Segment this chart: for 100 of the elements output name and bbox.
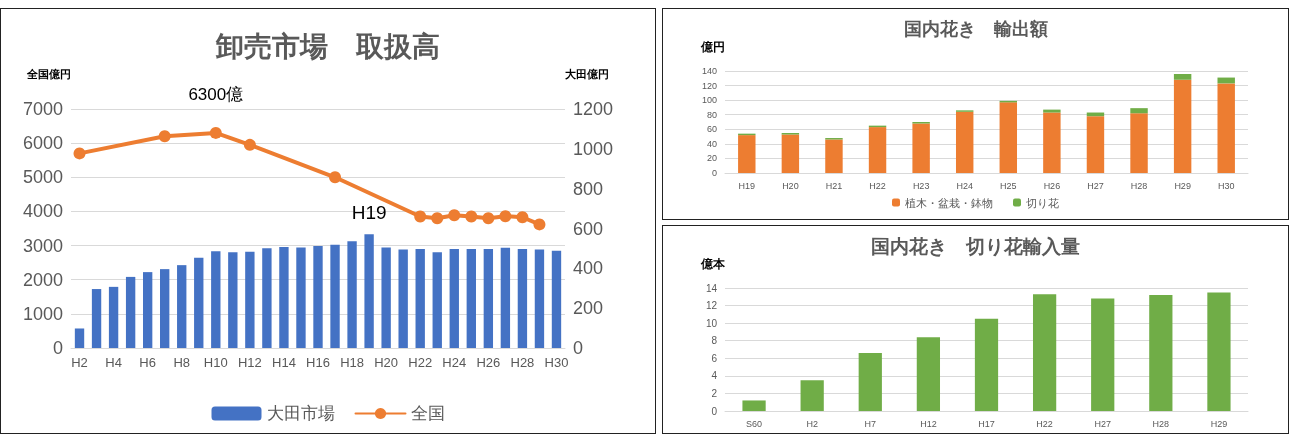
y-tick-label: 0: [711, 168, 717, 178]
bar: [1091, 298, 1115, 411]
bar: [364, 234, 374, 348]
annotation: 6300億: [188, 85, 244, 105]
y2-tick-label: 1000: [573, 138, 614, 159]
bar: [313, 246, 323, 348]
y-tick-label: 4: [711, 370, 718, 382]
bar: [738, 135, 756, 173]
y-tick-label: 0: [711, 405, 718, 417]
point: [73, 147, 86, 160]
x-tick-label: H27: [1087, 180, 1104, 191]
y-tick-label: 20: [706, 153, 717, 164]
x-tick-label: H17: [978, 418, 995, 429]
point: [533, 218, 546, 231]
bar: [160, 269, 170, 348]
bar: [999, 102, 1018, 173]
y-tick-label: 10: [705, 317, 718, 329]
bar: [534, 249, 545, 348]
x-tick-label: H28: [1130, 180, 1148, 191]
bar: [1149, 295, 1173, 411]
y2-tick-label: 1200: [573, 99, 614, 119]
x-tick-label: H14: [272, 355, 296, 370]
point: [243, 138, 256, 151]
y-tick-label: 6000: [22, 133, 63, 154]
x-tick-label: H23: [912, 180, 930, 191]
bar: [330, 244, 340, 348]
x-tick-label: H26: [1043, 180, 1061, 191]
x-tick-label: H20: [374, 355, 399, 370]
y2-tick-label: 600: [573, 218, 604, 239]
y-tick-label: 8: [711, 335, 718, 347]
bar: [1043, 112, 1061, 173]
chart-title: 国内花き 輸出額: [903, 19, 1048, 39]
y-tick-label: 3000: [22, 235, 63, 256]
point: [499, 210, 512, 223]
x-tick-label: H30: [1217, 180, 1235, 191]
bar: [1130, 108, 1148, 114]
bar: [1173, 73, 1192, 80]
y-tick-label: 0: [52, 338, 63, 358]
y-tick-label: 2: [711, 387, 718, 399]
bar: [483, 249, 494, 348]
x-tick-label: H28: [510, 355, 535, 370]
point: [209, 126, 222, 139]
bar: [1086, 116, 1105, 173]
legend-label: 大田市場: [266, 404, 335, 423]
chart-title: 国内花き 切り花輸入量: [871, 236, 1080, 257]
x-tick-label: H7: [864, 418, 877, 429]
x-tick-label: H30: [544, 355, 569, 370]
bar: [500, 247, 511, 348]
x-tick-label: H2: [71, 355, 88, 370]
y-tick-label: 120: [701, 80, 717, 91]
point: [414, 210, 427, 223]
y2-tick-label: 800: [573, 178, 604, 199]
y-tick-label: 4000: [22, 201, 63, 222]
bar: [916, 337, 941, 411]
point: [158, 130, 171, 143]
y2-tick-label: 0: [573, 338, 584, 358]
y-tick-label: 14: [705, 282, 718, 294]
bar: [868, 127, 887, 173]
bar: [517, 249, 528, 348]
bar: [742, 400, 766, 411]
bar: [398, 249, 408, 348]
bar: [347, 241, 357, 348]
x-tick-label: H22: [408, 355, 433, 370]
x-tick-label: H12: [920, 418, 937, 429]
point: [465, 210, 478, 223]
y-tick-label: 100: [701, 95, 717, 106]
x-tick-label: H6: [139, 355, 156, 370]
bar: [825, 139, 843, 173]
legend-label: 切り花: [1026, 196, 1059, 209]
bar: [296, 247, 306, 348]
point: [516, 211, 529, 224]
y-tick-label: 1000: [22, 303, 63, 324]
bar: [1032, 294, 1057, 411]
x-tick-label: H24: [956, 180, 973, 191]
x-tick-label: H8: [173, 355, 191, 370]
y-tick-label: 2000: [22, 269, 63, 290]
legend-label: 全国: [410, 404, 445, 423]
bar: [142, 272, 153, 348]
bar: [262, 248, 272, 348]
x-tick-label: H25: [1000, 180, 1017, 191]
bar: [125, 276, 136, 348]
x-tick-label: H19: [738, 180, 756, 191]
x-tick-label: H22: [1036, 418, 1053, 429]
legend-label: 植木・盆栽・鉢物: [905, 196, 993, 209]
y-tick-label: 140: [701, 66, 717, 76]
y-tick-label: 40: [706, 138, 717, 149]
bar: [228, 252, 238, 348]
bar: [91, 289, 102, 348]
bar: [1173, 79, 1192, 173]
x-tick-label: H21: [825, 180, 843, 191]
chart-title: 卸売市場 取扱高: [215, 30, 440, 62]
y-axis-title: 億本: [700, 257, 726, 271]
x-tick-label: H22: [869, 180, 886, 191]
bar: [1207, 292, 1231, 411]
point: [431, 212, 444, 225]
y2-tick-label: 200: [573, 298, 604, 319]
bar: [1130, 113, 1148, 173]
y-axis-title: 億円: [700, 40, 725, 54]
bar: [211, 251, 221, 348]
x-tick-label: H2: [806, 418, 818, 429]
